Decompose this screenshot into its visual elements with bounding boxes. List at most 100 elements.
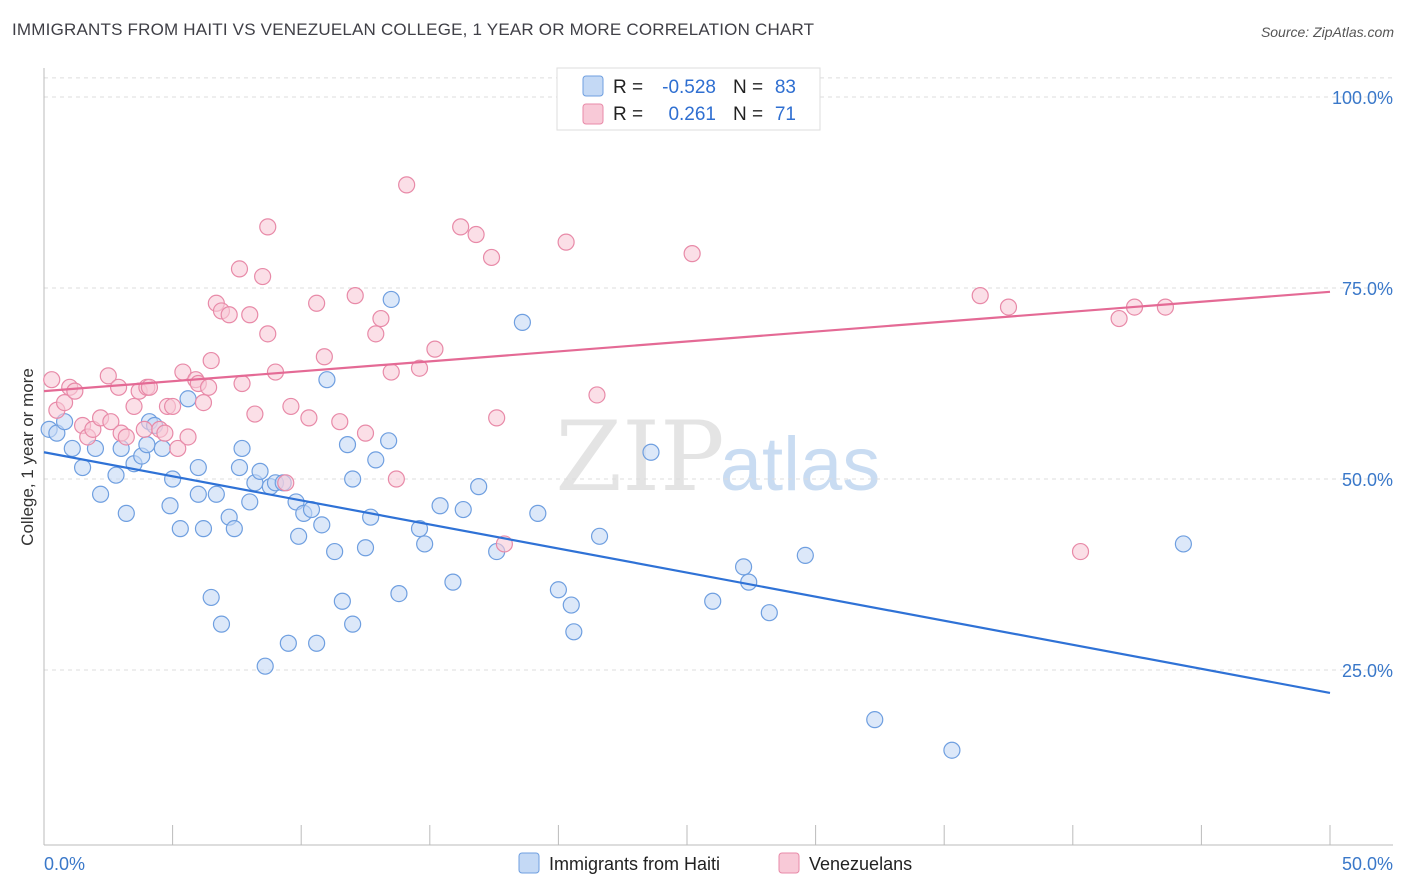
data-point [380,432,398,450]
data-point [416,535,434,553]
data-point [308,294,326,312]
trend-lines [43,290,1331,695]
data-point [194,394,213,412]
data-point [290,527,308,545]
data-point [367,325,385,343]
y-tick-label: 100.0% [1332,88,1393,108]
data-point [179,390,197,408]
data-point [313,516,331,534]
data-point [73,458,92,477]
data-point [138,436,156,454]
data-point [642,443,660,461]
data-point [382,363,400,381]
data-point [225,520,243,538]
x-tick-label-min: 0.0% [44,854,85,874]
data-point [398,176,416,194]
data-point [431,497,449,515]
data-point [102,413,120,431]
data-point [300,409,318,427]
data-point [470,478,488,496]
series-haiti [40,290,1192,759]
data-point [999,298,1018,316]
grid [44,77,1393,671]
data-point [482,248,501,267]
x-ticks [43,825,1331,845]
data-point [99,367,117,385]
data-point [315,348,333,366]
data-point [169,439,187,458]
data-point [256,657,274,675]
chart-title: IMMIGRANTS FROM HAITI VS VENEZUELAN COLL… [12,20,815,39]
data-point [63,439,81,458]
data-point [277,474,295,492]
legend-swatch-venezuelans [778,852,800,874]
data-point [125,397,143,416]
data-point [202,351,220,370]
data-point [326,542,344,561]
stats-legend: R = -0.528 N = 83 R = 0.261 N = 71 [556,67,821,131]
data-point [588,386,606,404]
data-point [318,371,336,389]
data-point [107,466,125,484]
data-point [230,260,249,278]
data-point [387,470,405,488]
data-point [454,500,472,519]
data-point [549,581,568,599]
data-point [220,306,238,324]
data-point [562,596,580,614]
legend-label-venezuelans: Venezuelans [809,854,912,874]
data-point [557,233,575,251]
data-point [135,420,153,438]
data-point [194,520,213,538]
data-point [338,436,357,454]
data-point [241,306,259,324]
data-point [117,504,135,522]
y-tick-label: 25.0% [1342,661,1393,681]
data-point [410,359,429,377]
data-point [796,546,814,565]
data-point [513,313,531,331]
stats-r-value-venezuelans: 0.261 [668,104,716,125]
data-point [279,634,297,652]
x-tick-label-max: 50.0% [1342,854,1393,874]
watermark-zip: ZIP [555,401,724,513]
data-point [246,405,264,423]
watermark-atlas: atlas [720,422,881,507]
stats-n-value-venezuelans: 71 [775,104,796,125]
data-point [971,287,989,305]
stats-n-label-haiti: N = [733,77,763,98]
data-point [109,378,128,396]
data-point [241,493,259,511]
data-point [565,623,583,641]
data-point [344,470,362,488]
trend-line-venezuelans [43,290,1331,393]
data-point [55,394,74,412]
trend-line-haiti [43,451,1331,695]
data-point [426,340,444,358]
data-point [356,424,375,442]
data-point [189,458,207,477]
data-point [212,615,231,633]
stats-r-value-haiti: -0.528 [662,77,716,98]
stats-n-label-venezuelans: N = [733,104,763,125]
stats-swatch-venezuelans [582,103,604,125]
data-point [161,497,179,515]
data-point [590,527,609,545]
data-point [444,573,462,591]
data-point [179,428,197,446]
stats-r-label-haiti: R = [613,77,643,98]
data-point [233,374,251,393]
data-point [171,520,189,538]
data-point [66,382,84,400]
data-point [683,245,701,263]
y-axis-label: College, 1 year or more [18,368,37,546]
data-point [331,413,349,431]
source-label: Source: ZipAtlas.com [1260,24,1394,40]
data-point [390,584,408,603]
data-point [333,592,351,610]
data-point [382,290,400,309]
data-point [200,378,218,396]
data-point [488,409,506,427]
data-point [346,287,364,305]
